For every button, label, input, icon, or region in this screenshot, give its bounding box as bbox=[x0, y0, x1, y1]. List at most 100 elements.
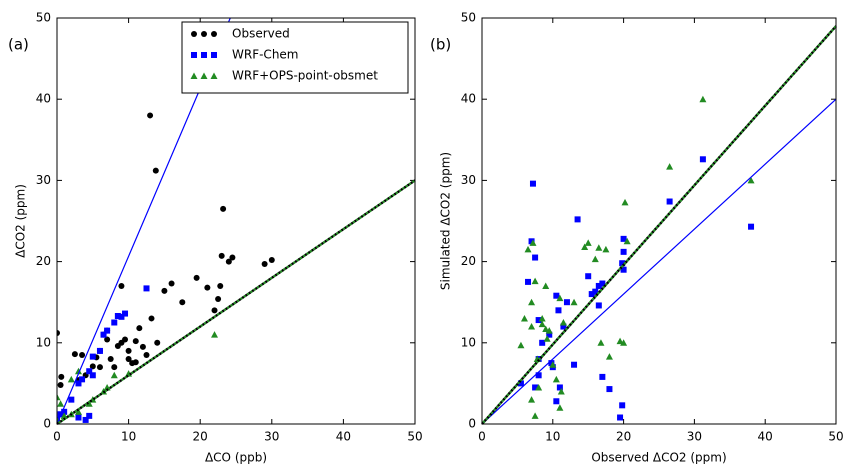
y-tick-label: 10 bbox=[461, 335, 476, 349]
point bbox=[595, 302, 602, 309]
point bbox=[215, 295, 222, 302]
point bbox=[595, 244, 603, 251]
point bbox=[96, 364, 103, 371]
point bbox=[193, 274, 200, 281]
point bbox=[528, 298, 536, 306]
point bbox=[556, 384, 563, 391]
legend-label: WRF-Chem bbox=[232, 48, 299, 62]
point bbox=[699, 156, 706, 163]
point bbox=[89, 363, 96, 370]
point bbox=[136, 325, 143, 332]
point bbox=[574, 216, 581, 223]
point bbox=[132, 338, 139, 345]
point bbox=[524, 245, 532, 253]
y-tick-label: 30 bbox=[461, 173, 476, 187]
point bbox=[89, 353, 96, 360]
point bbox=[61, 408, 68, 415]
legend-marker bbox=[211, 52, 217, 58]
point bbox=[520, 314, 528, 322]
point bbox=[75, 414, 82, 421]
point bbox=[620, 248, 627, 255]
y-tick-label: 10 bbox=[36, 335, 51, 349]
point bbox=[118, 282, 125, 289]
point bbox=[68, 396, 75, 403]
point bbox=[599, 373, 606, 380]
x-axis-label: ΔCO (ppb) bbox=[205, 451, 267, 465]
x-tick-label: 30 bbox=[687, 430, 702, 444]
y-tick-label: 50 bbox=[36, 11, 51, 25]
point bbox=[67, 375, 75, 383]
x-tick-label: 10 bbox=[121, 430, 136, 444]
y-tick-label: 40 bbox=[36, 92, 51, 106]
point bbox=[620, 339, 628, 346]
point bbox=[563, 299, 570, 306]
point bbox=[666, 198, 673, 205]
point bbox=[699, 95, 707, 103]
legend-marker bbox=[201, 52, 207, 58]
point bbox=[623, 237, 631, 245]
x-tick-label: 0 bbox=[478, 430, 486, 444]
point bbox=[620, 266, 627, 273]
point bbox=[571, 361, 578, 368]
point bbox=[168, 280, 175, 287]
point bbox=[592, 288, 599, 295]
point bbox=[218, 252, 225, 259]
point bbox=[553, 398, 560, 405]
point bbox=[261, 261, 268, 268]
point bbox=[531, 277, 539, 285]
point bbox=[556, 294, 564, 302]
point bbox=[535, 383, 543, 391]
point bbox=[543, 335, 551, 342]
point bbox=[517, 341, 525, 349]
point bbox=[268, 256, 275, 263]
point bbox=[179, 299, 186, 306]
point bbox=[100, 331, 107, 338]
point bbox=[581, 243, 589, 250]
point bbox=[538, 320, 546, 328]
legend-marker bbox=[200, 72, 208, 79]
point bbox=[211, 307, 218, 314]
point bbox=[79, 351, 86, 358]
point bbox=[560, 323, 567, 330]
point bbox=[555, 307, 562, 314]
point bbox=[584, 239, 592, 246]
x-tick-label: 20 bbox=[616, 430, 631, 444]
legend-label: Observed bbox=[232, 27, 290, 41]
point bbox=[545, 327, 553, 334]
point bbox=[152, 167, 159, 174]
point bbox=[570, 298, 578, 306]
point bbox=[606, 386, 613, 393]
y-tick-label: 20 bbox=[36, 254, 51, 268]
point bbox=[546, 331, 553, 338]
plot-area bbox=[57, 112, 275, 423]
panel-label: (a) bbox=[8, 36, 29, 54]
legend-marker bbox=[190, 72, 198, 79]
point bbox=[528, 323, 536, 330]
point bbox=[79, 376, 86, 383]
point bbox=[71, 351, 78, 358]
point bbox=[58, 373, 65, 380]
point bbox=[125, 356, 132, 363]
x-tick-label: 50 bbox=[828, 430, 843, 444]
point bbox=[535, 317, 542, 324]
point bbox=[57, 393, 61, 401]
y-tick-label: 20 bbox=[461, 254, 476, 268]
point bbox=[517, 380, 524, 387]
point bbox=[528, 238, 535, 245]
point bbox=[559, 319, 567, 326]
legend-marker bbox=[211, 31, 217, 37]
point bbox=[143, 351, 150, 358]
point bbox=[148, 315, 155, 322]
legend-marker bbox=[201, 31, 207, 37]
x-tick-label: 20 bbox=[193, 430, 208, 444]
point bbox=[617, 414, 624, 421]
legend-marker bbox=[210, 72, 218, 79]
legend-marker bbox=[191, 31, 197, 37]
fit-line bbox=[481, 98, 837, 425]
point bbox=[161, 287, 168, 294]
y-tick-label: 50 bbox=[461, 11, 476, 25]
fit-line bbox=[481, 25, 837, 425]
point bbox=[82, 416, 89, 423]
point bbox=[539, 339, 546, 346]
x-tick-label: 40 bbox=[758, 430, 773, 444]
